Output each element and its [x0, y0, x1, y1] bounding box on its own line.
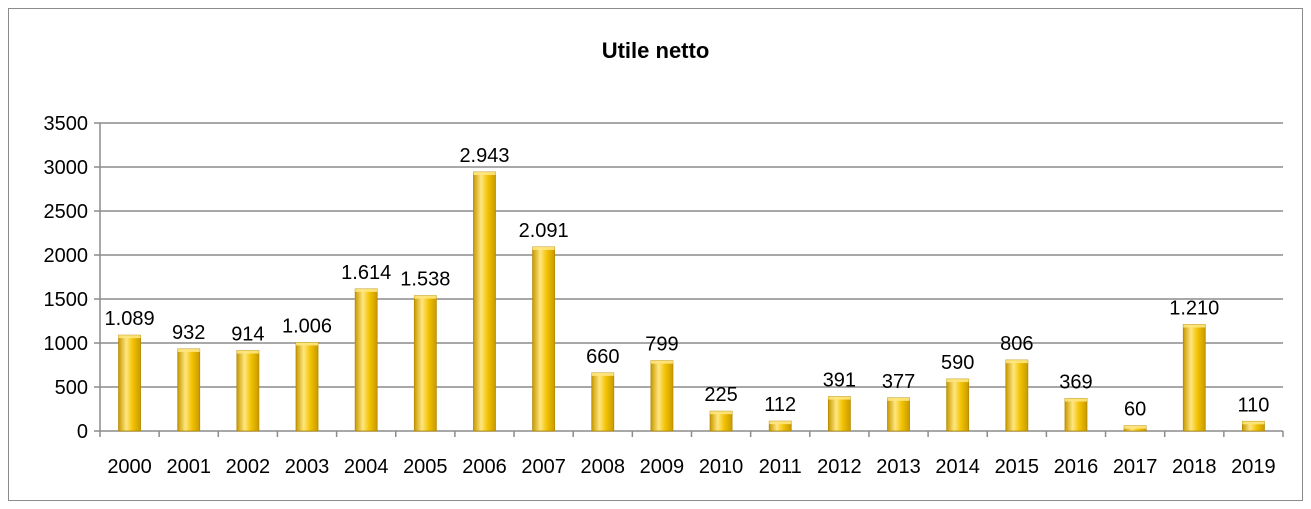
- x-tick-label: 2005: [403, 456, 448, 478]
- x-tick-label: 2017: [1113, 456, 1158, 478]
- x-tick-label: 2008: [581, 456, 626, 478]
- x-tick-label: 2010: [699, 456, 744, 478]
- bar-2016: [1064, 398, 1088, 432]
- labels: 2000 1.089 2001 932 2002 914 2003 1.006 2004 1.61…: [105, 145, 1276, 478]
- data-label-2016: 369: [1059, 372, 1092, 394]
- data-label-2008: 660: [586, 346, 619, 368]
- bar-cap-2016: [1064, 398, 1087, 402]
- bar-cap-2015: [1005, 360, 1028, 364]
- data-label-2007: 2.091: [519, 220, 569, 242]
- bar-cap-2004: [355, 288, 378, 292]
- x-tick-label: 2016: [1054, 456, 1099, 478]
- bar-cap-2012: [828, 396, 851, 400]
- x-tick-label: 2000: [107, 456, 152, 478]
- bar-cap-2002: [236, 350, 259, 354]
- data-label-2002: 914: [231, 324, 264, 346]
- bar-2014: [946, 378, 970, 432]
- x-tick-label: 2009: [640, 456, 685, 478]
- x-tick-label: 2019: [1231, 456, 1276, 478]
- data-label-2005: 1.538: [400, 269, 450, 291]
- data-label-2015: 806: [1000, 333, 1033, 355]
- x-tick-label: 2006: [462, 456, 507, 478]
- y-tick-label: 3000: [44, 157, 89, 179]
- chart-title: Utile netto: [601, 38, 710, 63]
- y-tick-label: 0: [77, 421, 88, 443]
- x-tick-label: 2012: [817, 456, 862, 478]
- bar-2015: [1005, 359, 1029, 432]
- axes: 0 500 1000 1500 2000 2500 3000 3500: [44, 113, 1284, 443]
- y-tick-label: 2000: [44, 245, 89, 267]
- y-tick-label: 2500: [44, 201, 89, 223]
- data-label-2011: 112: [764, 394, 796, 416]
- data-label-2018: 1.210: [1169, 298, 1219, 320]
- data-label-2000: 1.089: [105, 308, 155, 330]
- data-label-2012: 391: [823, 370, 856, 392]
- bar-2009: [650, 360, 674, 432]
- x-tick-label: 2007: [521, 456, 566, 478]
- bar-2007: [532, 246, 556, 432]
- bar-2013: [887, 397, 910, 432]
- bar-2002: [236, 350, 260, 432]
- bar-2000: [118, 334, 141, 432]
- bar-cap-2008: [591, 372, 614, 376]
- data-label-2004: 1.614: [341, 262, 391, 284]
- bar-2003: [295, 342, 319, 432]
- bar-cap-2017: [1124, 425, 1147, 429]
- gridlines: [100, 122, 1283, 388]
- bar-cap-2018: [1183, 324, 1206, 328]
- data-label-2014: 590: [941, 352, 974, 374]
- bar-2005: [413, 295, 437, 432]
- bar-2012: [827, 396, 851, 432]
- data-label-2013: 377: [882, 371, 915, 393]
- bar-cap-2019: [1242, 421, 1265, 425]
- data-label-2017: 60: [1124, 399, 1146, 421]
- bar-2018: [1182, 324, 1206, 432]
- data-label-2003: 1.006: [282, 315, 332, 337]
- y-tick-label: 1500: [44, 289, 89, 311]
- x-tick-label: 2002: [226, 456, 271, 478]
- bar-2004: [354, 288, 378, 432]
- data-label-2006: 2.943: [459, 145, 509, 167]
- x-tick-label: 2004: [344, 456, 389, 478]
- y-tick-label: 3500: [44, 113, 89, 135]
- bar-cap-2013: [887, 397, 910, 401]
- bar-cap-2000: [118, 335, 141, 339]
- x-tick-label: 2014: [935, 456, 980, 478]
- bar-cap-2010: [710, 411, 733, 415]
- bar-cap-2006: [473, 172, 496, 176]
- x-tick-label: 2018: [1172, 456, 1217, 478]
- bar-cap-2003: [296, 342, 319, 346]
- bar-2008: [591, 372, 615, 432]
- bar-cap-2005: [414, 295, 437, 299]
- x-tick-label: 2013: [876, 456, 921, 478]
- y-tick-label: 1000: [44, 333, 89, 355]
- bars: [118, 171, 1265, 432]
- bar-cap-2007: [532, 246, 555, 250]
- data-label-2001: 932: [172, 322, 205, 344]
- bar-cap-2009: [650, 360, 673, 364]
- x-tick-label: 2001: [166, 456, 211, 478]
- bar-2001: [177, 348, 201, 432]
- data-label-2019: 110: [1237, 394, 1269, 416]
- bar-cap-2001: [177, 348, 200, 352]
- x-tick-label: 2003: [285, 456, 330, 478]
- data-label-2009: 799: [645, 334, 678, 356]
- x-tick-label: 2015: [995, 456, 1040, 478]
- x-tick-label: 2011: [759, 456, 802, 478]
- bar-cap-2014: [946, 379, 969, 383]
- bar-cap-2011: [769, 421, 792, 425]
- bar-2006: [473, 171, 496, 432]
- data-label-2010: 225: [704, 384, 737, 406]
- y-tick-label: 500: [55, 377, 88, 399]
